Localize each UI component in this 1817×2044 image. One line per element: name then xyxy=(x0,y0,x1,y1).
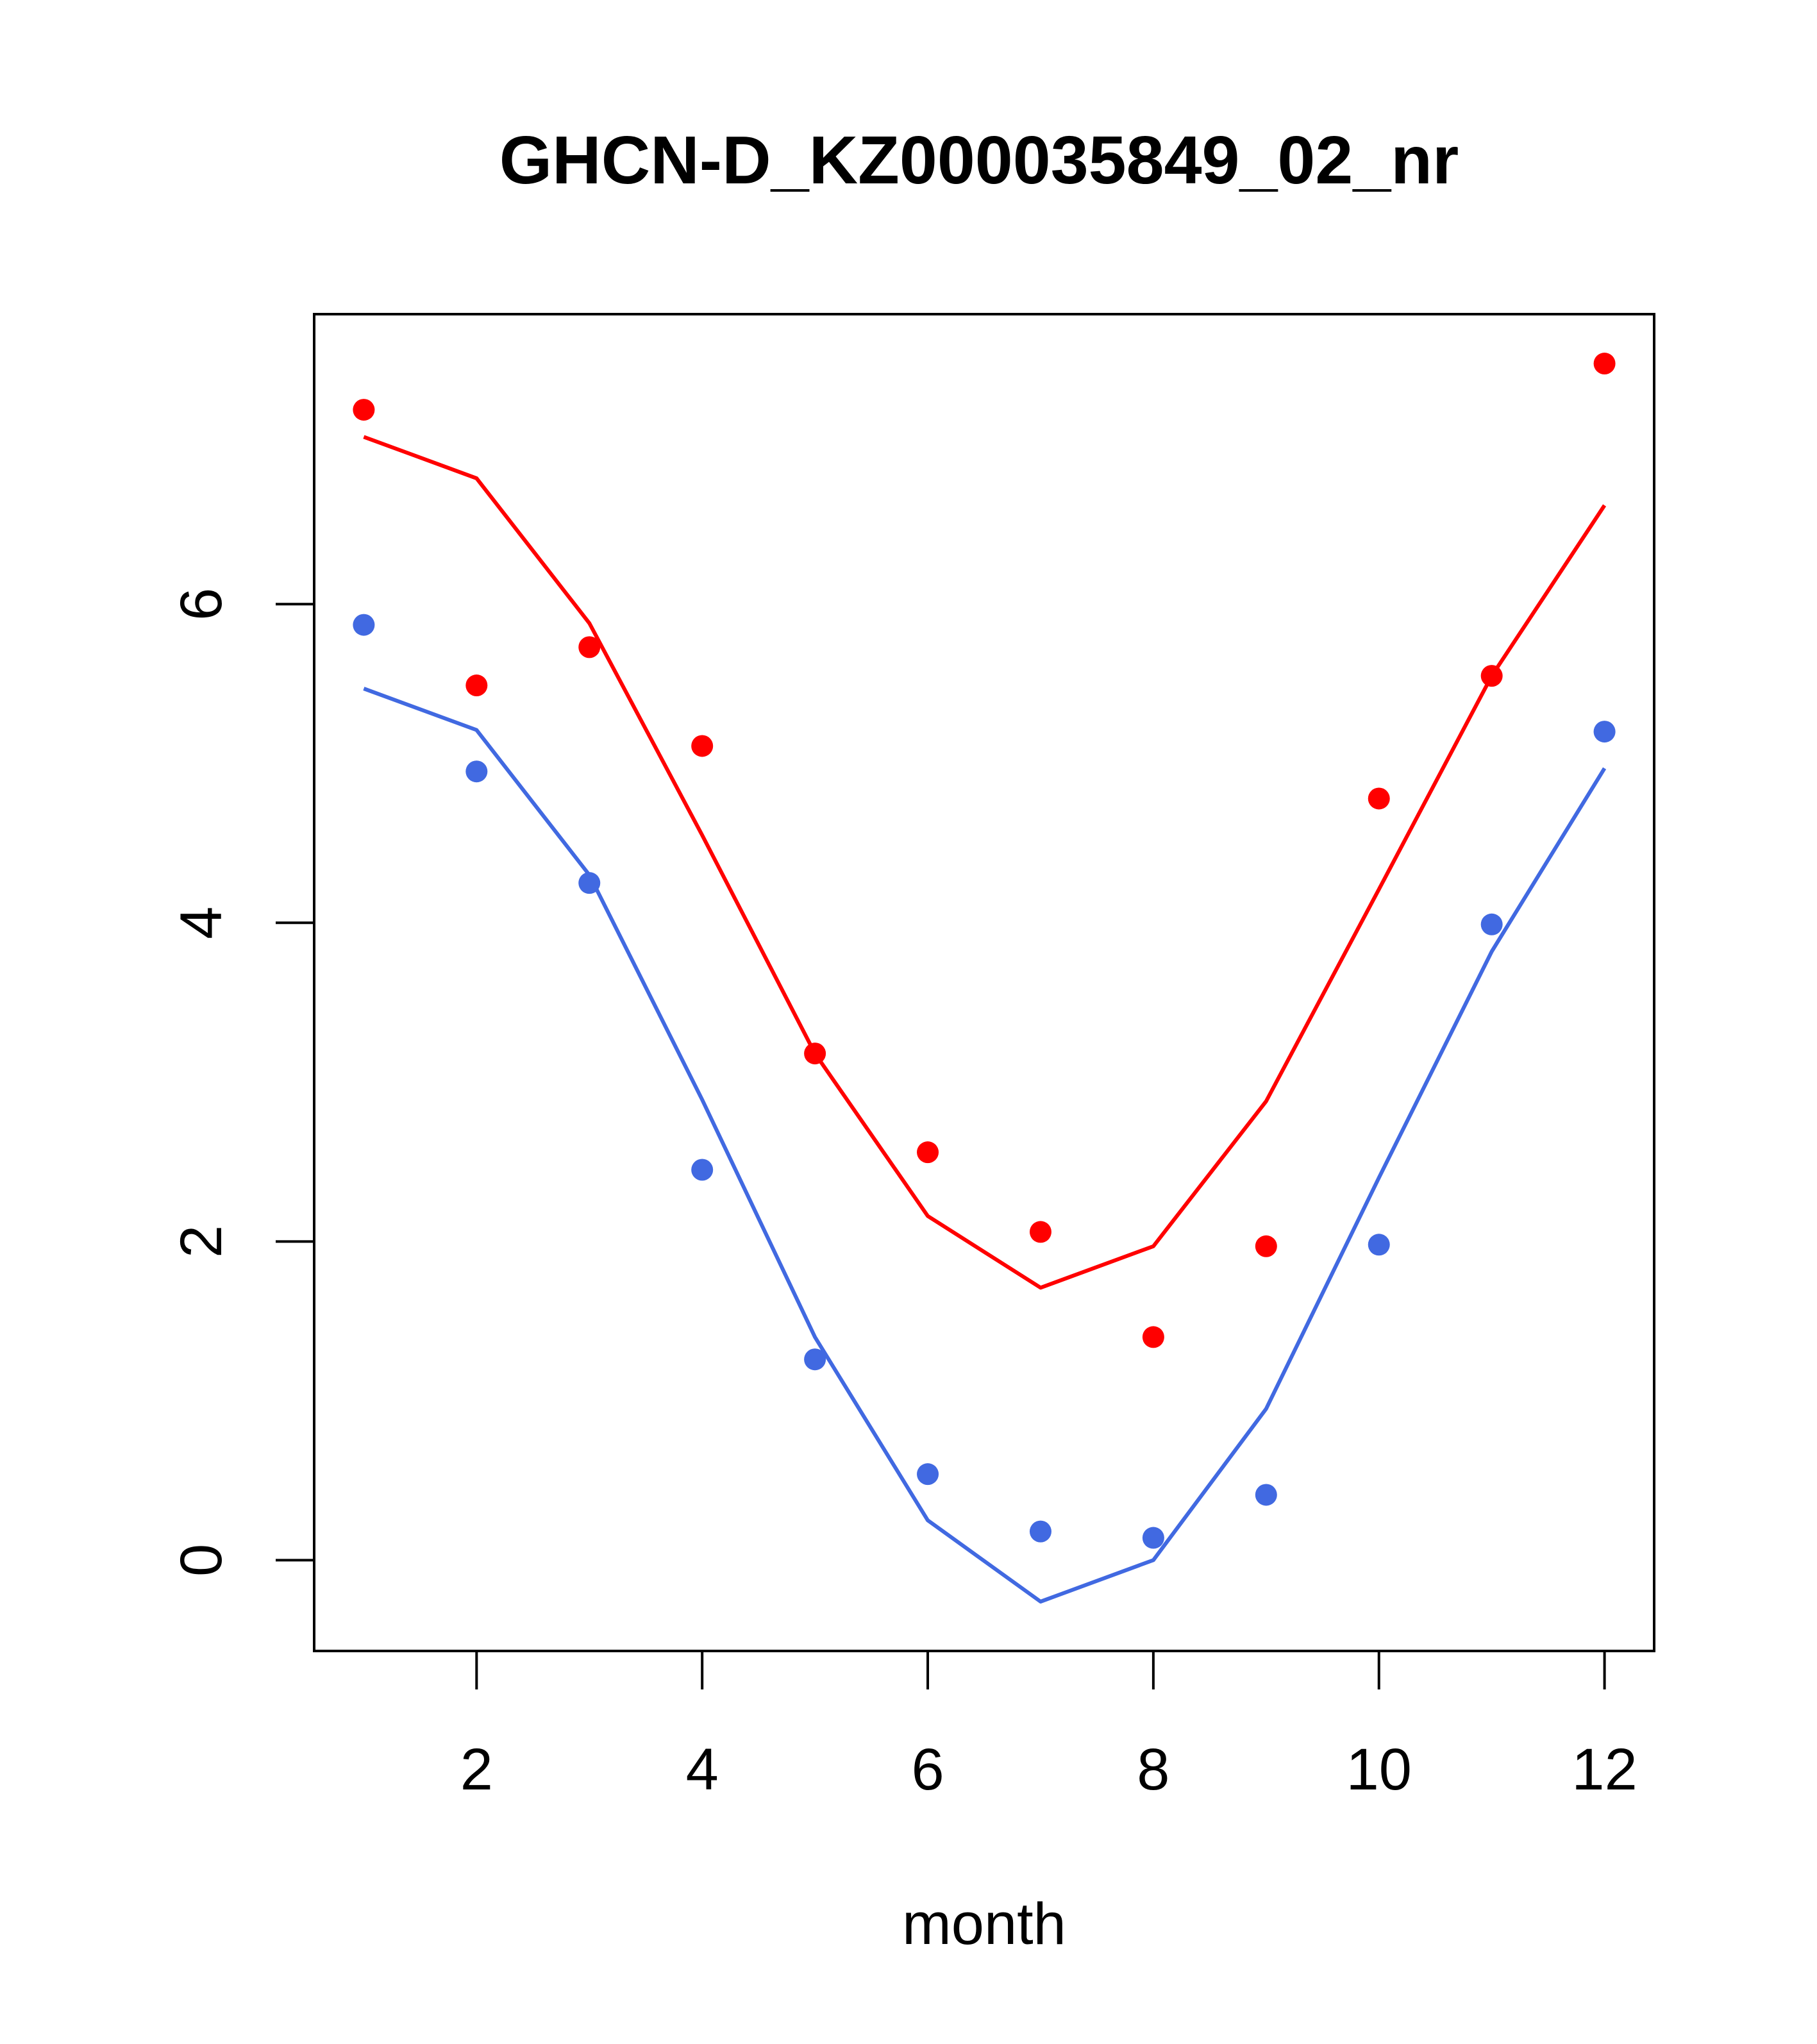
plot-frame xyxy=(313,313,1655,1652)
x-tick-label: 12 xyxy=(1571,1737,1637,1802)
series-2-line xyxy=(363,687,1607,1604)
y-tick-label: 6 xyxy=(169,588,234,621)
series-1-point xyxy=(578,636,601,658)
series-2-point xyxy=(804,1348,826,1371)
series-2-point xyxy=(1368,1234,1390,1256)
series-1-point xyxy=(1029,1221,1051,1243)
y-tick-label: 2 xyxy=(169,1225,234,1258)
series-1-point xyxy=(353,399,375,421)
series-2-point xyxy=(465,760,488,783)
series-1-point xyxy=(1480,665,1503,687)
series-1-point xyxy=(804,1043,826,1065)
series-2-point xyxy=(1255,1484,1277,1506)
series-2 xyxy=(353,614,1616,1604)
series-1-point xyxy=(1593,353,1616,375)
x-axis: 2 4 6 8 10 12 xyxy=(460,1650,1637,1802)
series-1-point xyxy=(1142,1326,1164,1348)
series-2-point xyxy=(1480,913,1503,935)
series-1 xyxy=(353,353,1616,1348)
x-tick-label: 4 xyxy=(686,1737,719,1802)
series-2-point xyxy=(353,614,375,636)
series-1-point xyxy=(691,735,714,757)
series-1-point xyxy=(1368,787,1390,810)
series-2-point xyxy=(691,1159,714,1181)
series-1-line xyxy=(363,435,1607,1290)
x-tick-label: 10 xyxy=(1346,1737,1412,1802)
series-2-point xyxy=(578,872,601,894)
series-2-point xyxy=(1593,721,1616,743)
series-1-point xyxy=(1255,1235,1277,1257)
series-2-point xyxy=(1142,1527,1164,1549)
series-1-point xyxy=(465,674,488,697)
y-tick-label: 0 xyxy=(169,1544,234,1577)
series-2-point xyxy=(1029,1520,1051,1543)
x-tick-label: 2 xyxy=(460,1737,493,1802)
series-2-point xyxy=(917,1463,939,1486)
y-tick-label: 4 xyxy=(169,907,234,939)
series-1-point xyxy=(917,1141,939,1164)
x-tick-label: 6 xyxy=(911,1737,944,1802)
x-tick-label: 8 xyxy=(1137,1737,1169,1802)
x-axis-title: month xyxy=(902,1891,1066,1957)
series-layer xyxy=(353,353,1616,1604)
chart-title: GHCN-D_KZ000035849_02_nr xyxy=(499,122,1459,198)
y-axis: 0 2 4 6 xyxy=(169,588,315,1577)
